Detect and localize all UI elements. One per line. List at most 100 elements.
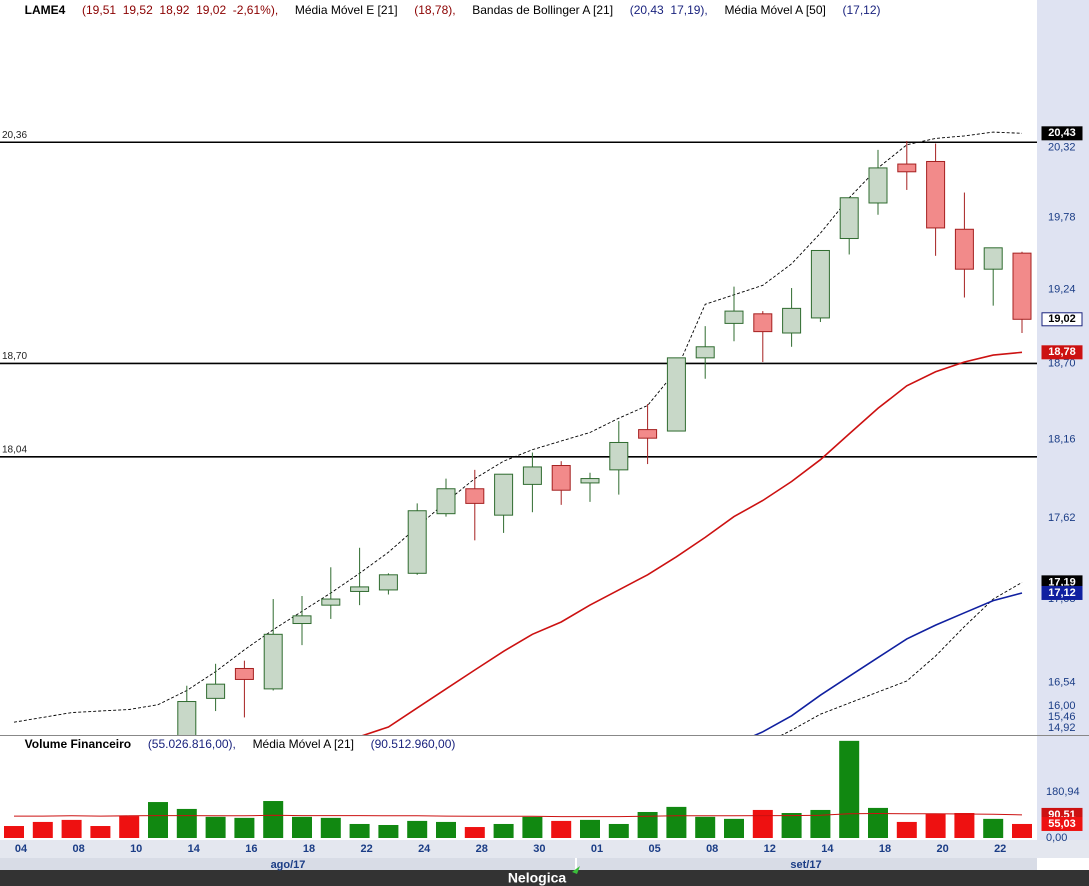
candle-body xyxy=(666,357,686,432)
volume-bar xyxy=(752,809,773,838)
candle-body xyxy=(292,615,312,625)
candle-body xyxy=(782,307,802,334)
y-tick-label: 16,54 xyxy=(1048,676,1076,688)
level-label: 20,36 xyxy=(2,130,27,141)
x-tick-label: 18 xyxy=(879,843,891,855)
x-tick-label: 05 xyxy=(648,843,660,855)
candle-body xyxy=(724,310,744,324)
price-plot xyxy=(0,131,1037,735)
candle-body xyxy=(868,167,888,204)
last-value-box-text: 20,43 xyxy=(1048,127,1076,139)
volume-bar xyxy=(925,814,946,838)
volume-bar xyxy=(4,826,24,838)
footer-logo: Nelogica xyxy=(508,870,567,886)
date-axis xyxy=(0,840,1089,858)
volume-bar xyxy=(378,824,399,838)
y-tick-label: 0,00 xyxy=(1046,832,1067,844)
header-name: LAME4 xyxy=(25,3,66,17)
volume-bar xyxy=(436,821,456,838)
header-name: Média Móvel A [50] xyxy=(724,3,825,17)
candle-body xyxy=(234,667,254,680)
logo-mark xyxy=(572,866,580,874)
x-tick-label: 22 xyxy=(994,843,1006,855)
volume-bar xyxy=(868,807,888,838)
y-tick-label: 15,46 xyxy=(1048,711,1076,723)
volume-bar xyxy=(205,816,226,838)
volume-bar xyxy=(839,740,860,838)
x-tick-label: 12 xyxy=(764,843,776,855)
x-tick-label: 14 xyxy=(821,843,834,855)
last-value-box xyxy=(1041,585,1083,600)
last-value-box xyxy=(1041,345,1083,360)
header-reading: (90.512.960,00) xyxy=(371,737,456,751)
x-tick-label: 18 xyxy=(303,843,315,855)
header-reading: (55.026.816,00), xyxy=(148,737,236,751)
header-name: Média Móvel A [21] xyxy=(253,737,354,751)
volume-bar xyxy=(810,809,831,838)
month-label: set/17 xyxy=(790,859,821,871)
last-value-box xyxy=(1041,126,1083,141)
volume-header: Volume Financeiro (55.026.816,00), Média… xyxy=(8,737,465,751)
candle-body xyxy=(839,197,859,240)
overlay-layer: 20,3219,7819,2418,7018,1617,6217,0816,54… xyxy=(2,126,1083,855)
header-reading: (19,51 19,52 18,92 19,02 -2,61%), xyxy=(82,3,278,17)
volume-bar xyxy=(724,818,744,838)
x-tick-label: 08 xyxy=(706,843,718,855)
last-value-box-text: 17,19 xyxy=(1048,576,1076,588)
candle-body xyxy=(897,163,917,173)
volume-bar xyxy=(695,816,716,838)
header-reading: (18,78), xyxy=(414,3,455,17)
moving-average-line xyxy=(361,351,1023,735)
candle-body xyxy=(177,701,197,735)
candle-body xyxy=(695,346,715,359)
volume-bar xyxy=(90,826,111,838)
x-tick-label: 22 xyxy=(360,843,372,855)
volume-bar xyxy=(292,816,312,838)
volume-bar xyxy=(32,821,53,838)
last-value-box xyxy=(1041,816,1083,831)
candle-body xyxy=(609,441,629,471)
y-tick-label: 17,62 xyxy=(1048,512,1076,524)
last-value-box-text: 17,12 xyxy=(1048,587,1076,599)
y-tick-label: 16,00 xyxy=(1048,700,1076,712)
volume-bar xyxy=(349,823,370,838)
y-tick-label: 20,32 xyxy=(1048,141,1076,153)
moving-average-line xyxy=(753,592,1023,735)
candle-body xyxy=(983,247,1003,270)
candle-body xyxy=(378,574,398,591)
volume-bar xyxy=(781,813,802,838)
candle-body xyxy=(494,473,514,516)
last-close-box xyxy=(1041,312,1083,327)
header-name: Bandas de Bollinger A [21] xyxy=(472,3,613,17)
volume-bar xyxy=(148,802,168,838)
candle-body xyxy=(580,478,600,484)
volume-bar xyxy=(666,806,687,838)
price-header: LAME4 (19,51 19,52 18,92 19,02 -2,61%), … xyxy=(8,3,891,17)
candle-body xyxy=(350,586,370,592)
volume-bar xyxy=(176,808,197,838)
candle-body xyxy=(551,465,571,491)
volume-bar xyxy=(1012,823,1032,838)
volume-bar xyxy=(464,827,485,838)
last-value-box-text: 18,78 xyxy=(1048,346,1076,358)
header-name: Média Móvel E [21] xyxy=(295,3,398,17)
y-tick-label: 19,24 xyxy=(1048,283,1076,295)
volume-bar xyxy=(234,817,255,838)
last-close-box-text: 19,02 xyxy=(1048,313,1076,325)
volume-bar xyxy=(263,801,284,838)
candle-body xyxy=(954,228,974,270)
x-tick-label: 30 xyxy=(533,843,545,855)
candle-body xyxy=(436,488,456,515)
candle-body xyxy=(753,313,773,333)
candle-body xyxy=(1012,252,1032,320)
volume-bar xyxy=(954,813,975,838)
header-reading: (17,12) xyxy=(843,3,881,17)
volume-bar xyxy=(320,817,341,838)
x-tick-label: 04 xyxy=(15,843,28,855)
volume-bar xyxy=(983,818,1004,838)
candle-body xyxy=(206,683,226,699)
volume-average-line xyxy=(14,812,1023,818)
volume-bar xyxy=(551,820,572,838)
candle-body xyxy=(638,429,658,439)
candle-body xyxy=(810,249,830,319)
